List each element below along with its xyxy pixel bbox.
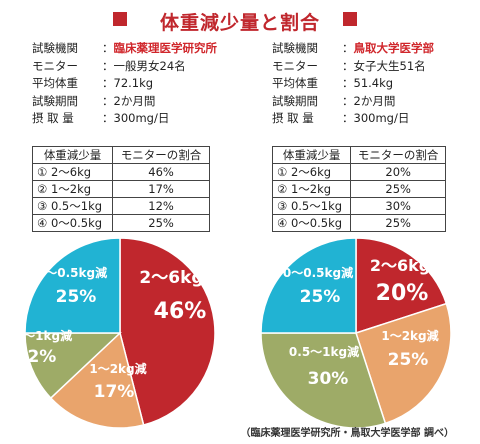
- table-row: ③ 0.5〜1kg 30%: [271, 197, 446, 215]
- info-value: 女子大生51名: [353, 58, 426, 73]
- pie-slice: [260, 237, 357, 334]
- table-header: 体重減少量: [31, 146, 114, 164]
- pie-slice-value: 46%: [154, 299, 207, 324]
- pie-slice-value: 30%: [308, 369, 349, 389]
- info-row: 平均体重 ：72.1kg: [32, 75, 217, 93]
- table-cell: 25%: [112, 214, 210, 232]
- pie-slice: [260, 332, 387, 429]
- info-label: 試験期間: [32, 93, 78, 108]
- table-cell: ④ 0〜0.5kg: [31, 214, 114, 232]
- info-value: 鳥取大学医学部: [353, 41, 435, 55]
- table-cell: ② 1〜2kg: [271, 180, 352, 198]
- info-label: 試験期間: [272, 93, 318, 108]
- table-cell: 17%: [112, 180, 210, 198]
- pie-slice-label: 0.5〜1kg減: [289, 344, 359, 359]
- page-title: 体重減少量と割合: [159, 12, 320, 34]
- pie-slice-value: 12%: [16, 347, 57, 367]
- table-header-row: 体重減少量 モニターの割合: [271, 146, 446, 164]
- info-label: モニター: [32, 58, 78, 73]
- pie-slice: [119, 237, 216, 426]
- pie-slice-value: 25%: [56, 287, 97, 307]
- pie-slice-label: 0.5〜1kg減: [2, 328, 72, 343]
- pie-slice-value: 25%: [300, 287, 341, 307]
- info-row: 摂 取 量：300mg/日: [272, 110, 434, 128]
- table-header-row: 体重減少量 モニターの割合: [31, 146, 210, 164]
- pie-slice-label: 0〜0.5kg減: [37, 265, 107, 280]
- table-cell: 25%: [350, 214, 446, 232]
- test-info-right: 試験機関 ：鳥取大学医学部 モニター ：女子大生51名 平均体重 ：51.4kg 試験…: [272, 40, 434, 128]
- title-square-left: [113, 12, 127, 26]
- info-row: 平均体重 ：51.4kg: [272, 75, 434, 93]
- table-row: ② 1〜2kg 25%: [271, 180, 446, 198]
- info-label: 平均体重: [272, 76, 318, 90]
- table-header: モニターの割合: [112, 146, 210, 164]
- info-value: 2か月間: [353, 93, 396, 108]
- info-label: 試験機関: [272, 41, 318, 55]
- pie-slice-value: 20%: [376, 281, 429, 306]
- source-note: （臨床薬理医学研究所・鳥取大学医学部 調べ）: [240, 428, 454, 439]
- ratio-table-right: 体重減少量 モニターの割合 ① 2〜6kg 20% ② 1〜2kg 25% ③ 0.5…: [271, 146, 446, 232]
- ratio-table-left: 体重減少量 モニターの割合 ① 2〜6kg 46% ② 1〜2kg 17% ③ 0.5…: [31, 146, 210, 232]
- pie-slice: [49, 331, 145, 429]
- info-value: 一般男女24名: [113, 58, 186, 73]
- pie-slice-label: 0〜0.5kg減: [283, 265, 353, 280]
- table-row: ① 2〜6kg 46%: [31, 163, 210, 181]
- table-row: ④ 0〜0.5kg 25%: [271, 214, 446, 232]
- pie-slice-label: 2〜6kg減: [370, 256, 446, 275]
- info-value: 2か月間: [113, 93, 156, 108]
- table-cell: 30%: [350, 197, 446, 215]
- table-cell: ① 2〜6kg: [31, 163, 114, 181]
- info-row: モニター ：女子大生51名: [272, 58, 434, 76]
- table-cell: ① 2〜6kg: [271, 163, 352, 181]
- page-title-bar: 体重減少量と割合: [0, 8, 480, 34]
- info-row: 試験期間 ：2か月間: [32, 93, 217, 111]
- info-label: 平均体重: [32, 76, 78, 90]
- pie-slice-value: 17%: [94, 382, 135, 402]
- table-row: ④ 0〜0.5kg 25%: [31, 214, 210, 232]
- info-value: 51.4kg: [353, 76, 394, 90]
- pie-slice: [355, 302, 452, 425]
- pie-slice: [24, 332, 122, 400]
- info-row: モニター ：一般男女24名: [32, 58, 217, 76]
- pie-slice-label: 1〜2kg減: [89, 361, 146, 376]
- table-cell: 12%: [112, 197, 210, 215]
- pie-slice-value: 25%: [388, 350, 429, 370]
- table-cell: ④ 0〜0.5kg: [271, 214, 352, 232]
- table-row: ③ 0.5〜1kg 12%: [31, 197, 210, 215]
- title-square-right: [343, 12, 357, 26]
- table-header: 体重減少量: [271, 146, 352, 164]
- pie-slice-label: 1〜2kg減: [381, 328, 438, 343]
- info-label: 試験機関: [32, 41, 78, 55]
- pie-slice-label: 2〜6kg減: [139, 267, 220, 288]
- info-row: 試験機関 ：臨床薬理医学研究所: [32, 40, 217, 58]
- pie-slice: [24, 237, 121, 334]
- info-row: 試験期間 ：2か月間: [272, 93, 434, 111]
- table-header: モニターの割合: [350, 146, 446, 164]
- info-value: 300mg/日: [353, 111, 410, 125]
- info-row: 摂 取 量：300mg/日: [32, 110, 217, 128]
- info-value: 72.1kg: [113, 76, 154, 90]
- info-value: 臨床薬理医学研究所: [113, 41, 218, 55]
- table-cell: ③ 0.5〜1kg: [31, 197, 114, 215]
- info-label: 摂 取 量: [32, 111, 74, 125]
- test-info-left: 試験機関 ：臨床薬理医学研究所 モニター ：一般男女24名 平均体重 ：72.1kg …: [32, 40, 217, 128]
- info-label: 摂 取 量: [272, 111, 314, 125]
- pie-slice: [355, 237, 448, 335]
- info-row: 試験機関 ：鳥取大学医学部: [272, 40, 434, 58]
- info-label: モニター: [272, 58, 318, 73]
- info-value: 300mg/日: [113, 111, 170, 125]
